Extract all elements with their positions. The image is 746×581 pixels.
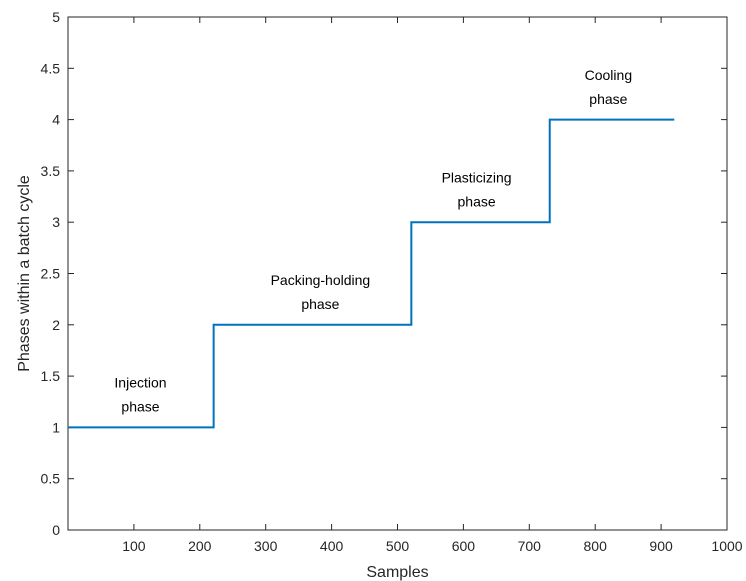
x-tick-label: 200 — [188, 538, 212, 554]
phase-annotation-line: phase — [589, 91, 627, 107]
plot-area: 100 200 300 400 500 600 700 800 900 1000 0 0.5 1 1.5 2… — [41, 9, 743, 554]
y-tick-label: 1.5 — [41, 368, 61, 384]
x-tick-label: 800 — [584, 538, 608, 554]
y-axis-label: Phases within a batch cycle — [16, 175, 33, 372]
phase-annotation-line: phase — [121, 399, 159, 415]
phase-annotation-line: Plasticizing — [442, 169, 512, 185]
x-tick-label: 1000 — [711, 538, 742, 554]
x-tick-label: 600 — [452, 538, 476, 554]
x-tick-label: 100 — [122, 538, 146, 554]
y-tick-label: 4 — [52, 112, 60, 128]
y-tick-label: 0.5 — [41, 471, 61, 487]
phase-annotation-line: Cooling — [585, 67, 632, 83]
x-axis-label: Samples — [366, 564, 428, 581]
phase-annotation: Injection phase — [114, 375, 166, 415]
phase-annotation-line: phase — [458, 193, 496, 209]
plot-frame — [67, 16, 728, 531]
x-tick-label: 300 — [254, 538, 278, 554]
y-tick-label: 3 — [52, 214, 60, 230]
y-tick-label: 0 — [52, 522, 60, 538]
phase-annotation-line: phase — [301, 296, 339, 312]
x-tick-label: 900 — [649, 538, 673, 554]
y-tick-label: 3.5 — [41, 163, 61, 179]
y-tick-label: 5 — [52, 9, 60, 25]
phase-annotation: Packing-holding phase — [271, 272, 371, 312]
x-tick-label: 700 — [518, 538, 542, 554]
y-tick-label: 2 — [52, 317, 60, 333]
phase-annotation: Cooling phase — [585, 67, 632, 107]
y-tick-label: 1 — [52, 419, 60, 435]
x-tick-label: 500 — [386, 538, 410, 554]
y-tick-label: 2.5 — [41, 266, 61, 282]
y-tick-label: 4.5 — [41, 60, 61, 76]
x-tick-label: 400 — [320, 538, 344, 554]
phase-annotation-line: Injection — [114, 375, 166, 391]
phase-annotation-line: Packing-holding — [271, 272, 371, 288]
phase-step-series — [68, 118, 675, 429]
phase-annotation: Plasticizing phase — [442, 169, 512, 209]
